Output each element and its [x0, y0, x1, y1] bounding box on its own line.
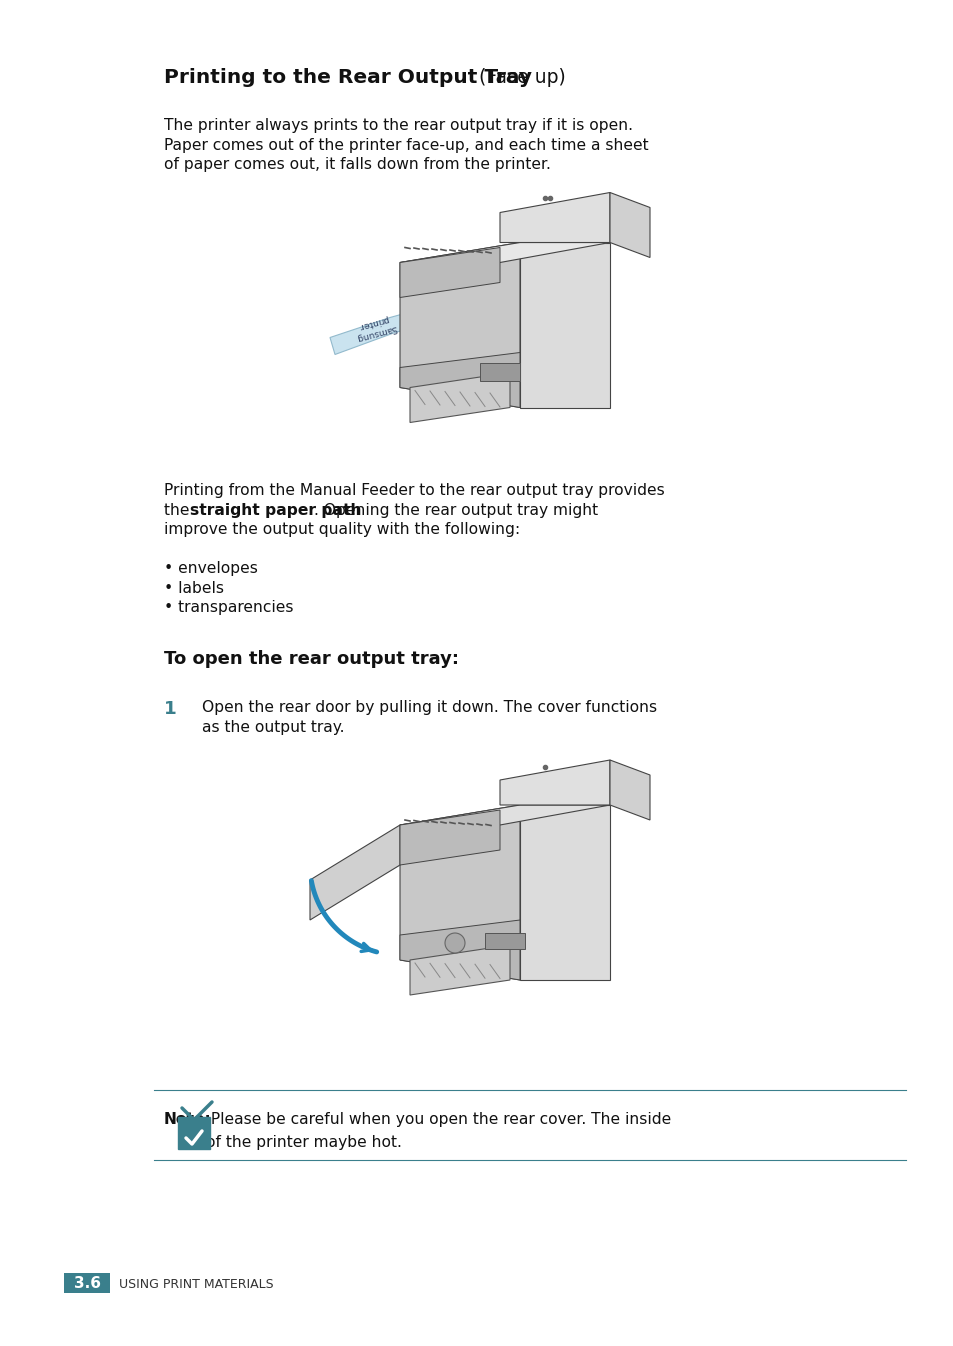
Text: the: the: [164, 502, 194, 518]
Polygon shape: [399, 810, 499, 865]
Polygon shape: [399, 242, 609, 262]
Text: straight paper path: straight paper path: [190, 502, 361, 518]
Text: To open the rear output tray:: To open the rear output tray:: [164, 650, 458, 668]
Text: Samsung
printer: Samsung printer: [352, 312, 397, 342]
Polygon shape: [399, 805, 609, 825]
Text: Printing to the Rear Output Tray: Printing to the Rear Output Tray: [164, 69, 538, 87]
Polygon shape: [410, 373, 510, 423]
Text: improve the output quality with the following:: improve the output quality with the foll…: [164, 522, 519, 537]
FancyBboxPatch shape: [64, 1273, 110, 1294]
Text: . Opening the rear output tray might: . Opening the rear output tray might: [314, 502, 598, 518]
Text: as the output tray.: as the output tray.: [202, 720, 344, 735]
Polygon shape: [499, 192, 609, 242]
Polygon shape: [399, 353, 519, 408]
Text: Paper comes out of the printer face-up, and each time a sheet: Paper comes out of the printer face-up, …: [164, 137, 648, 152]
Text: (Face up): (Face up): [478, 69, 565, 87]
FancyBboxPatch shape: [484, 933, 524, 949]
Text: USING PRINT MATERIALS: USING PRINT MATERIALS: [119, 1277, 274, 1291]
Polygon shape: [310, 825, 399, 921]
Polygon shape: [499, 760, 609, 805]
Text: • transparencies: • transparencies: [164, 600, 294, 615]
Polygon shape: [609, 192, 649, 257]
Polygon shape: [399, 805, 519, 980]
Text: Printing from the Manual Feeder to the rear output tray provides: Printing from the Manual Feeder to the r…: [164, 483, 664, 498]
Polygon shape: [399, 921, 519, 980]
Text: The printer always prints to the rear output tray if it is open.: The printer always prints to the rear ou…: [164, 118, 633, 133]
Polygon shape: [519, 805, 609, 980]
Text: Open the rear door by pulling it down. The cover functions: Open the rear door by pulling it down. T…: [202, 700, 657, 715]
Text: 3.6: 3.6: [73, 1276, 100, 1292]
Text: Please be careful when you open the rear cover. The inside
of the printer maybe : Please be careful when you open the rear…: [206, 1112, 671, 1149]
FancyBboxPatch shape: [479, 362, 519, 381]
Polygon shape: [399, 248, 499, 297]
Polygon shape: [410, 945, 510, 995]
Circle shape: [444, 933, 464, 953]
Text: • labels: • labels: [164, 580, 224, 595]
Polygon shape: [312, 830, 399, 915]
Text: of paper comes out, it falls down from the printer.: of paper comes out, it falls down from t…: [164, 157, 551, 172]
Text: 1: 1: [164, 700, 176, 717]
Text: • envelopes: • envelopes: [164, 561, 257, 576]
FancyBboxPatch shape: [178, 1117, 210, 1149]
Polygon shape: [519, 242, 609, 408]
Polygon shape: [399, 242, 519, 408]
Polygon shape: [330, 284, 510, 354]
Text: Note:: Note:: [164, 1112, 212, 1127]
Polygon shape: [609, 760, 649, 820]
